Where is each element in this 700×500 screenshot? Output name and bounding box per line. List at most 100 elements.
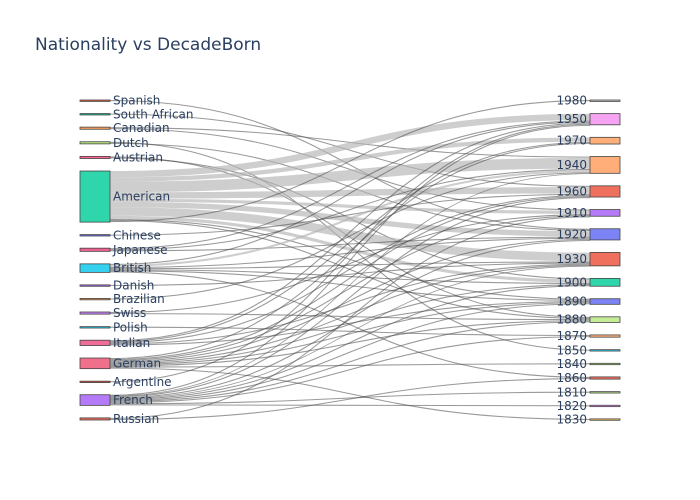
node-1930[interactable] (589, 252, 621, 267)
link-german-1840 (109, 363, 591, 368)
node-swiss[interactable] (79, 311, 111, 315)
node-1970[interactable] (589, 136, 621, 145)
link-british-1950 (109, 121, 591, 265)
node-label-swiss: Swiss (113, 306, 146, 320)
node-1940[interactable] (589, 156, 621, 174)
node-japanese[interactable] (79, 247, 111, 252)
link-italian-1930 (109, 263, 591, 345)
node-label-1930: 1930 (556, 252, 587, 266)
link-japanese-1920 (109, 236, 591, 252)
node-1810[interactable] (589, 391, 621, 394)
node-french[interactable] (79, 394, 111, 406)
node-label-1890: 1890 (556, 295, 587, 309)
node-label-danish: Danish (113, 279, 154, 293)
link-british-1900 (109, 269, 591, 284)
link-polish-1870 (109, 326, 591, 337)
link-german-1910 (109, 215, 591, 362)
link-argentine-1950 (109, 123, 591, 383)
link-british-1940 (109, 170, 591, 268)
node-1950[interactable] (589, 113, 621, 126)
link-french-1890 (109, 303, 591, 402)
node-1980[interactable] (589, 99, 621, 102)
link-american-1950 (109, 113, 591, 178)
node-1880[interactable] (589, 316, 621, 323)
link-italian-1890 (109, 300, 591, 346)
node-danish[interactable] (79, 284, 111, 287)
node-label-american: American (113, 190, 170, 204)
node-label-1980: 1980 (556, 94, 587, 108)
node-brazilian[interactable] (79, 298, 111, 301)
link-italian-1950 (109, 122, 591, 342)
link-german-1830 (109, 367, 591, 420)
node-label-1940: 1940 (556, 158, 587, 172)
node-label-1810: 1810 (556, 385, 587, 399)
node-label-1830: 1830 (556, 413, 587, 427)
node-1900[interactable] (589, 277, 621, 287)
node-label-1870: 1870 (556, 329, 587, 343)
node-label-1960: 1960 (556, 184, 587, 198)
node-label-1840: 1840 (556, 357, 587, 371)
node-1890[interactable] (589, 298, 621, 305)
node-austrian[interactable] (79, 155, 111, 159)
node-british[interactable] (79, 263, 111, 273)
node-label-1920: 1920 (556, 227, 587, 241)
node-1870[interactable] (589, 334, 621, 338)
node-label-1850: 1850 (556, 343, 587, 357)
link-german-1880 (109, 320, 591, 367)
node-label-1910: 1910 (556, 206, 587, 220)
node-argentine[interactable] (79, 380, 111, 383)
link-american-1900 (109, 215, 591, 283)
node-1860[interactable] (589, 376, 621, 380)
node-1840[interactable] (589, 362, 621, 366)
link-russian-1910 (109, 216, 591, 419)
node-south-african[interactable] (79, 113, 111, 116)
node-label-1860: 1860 (556, 371, 587, 385)
node-dutch[interactable] (79, 141, 111, 145)
link-french-1940 (109, 173, 591, 397)
sankey-links (109, 99, 591, 421)
link-american-1970 (109, 137, 591, 182)
link-american-1910 (109, 198, 591, 214)
node-label-1970: 1970 (556, 134, 587, 148)
link-chinese-1960 (109, 193, 591, 236)
node-label-south-african: South African (113, 107, 194, 121)
link-american-1890 (109, 218, 591, 300)
node-1960[interactable] (589, 185, 621, 198)
link-german-1930 (109, 264, 591, 364)
node-german[interactable] (79, 357, 111, 370)
link-german-1900 (109, 284, 591, 365)
link-south-african-1960 (109, 113, 591, 187)
node-russian[interactable] (79, 417, 111, 421)
node-label-1880: 1880 (556, 313, 587, 327)
node-chinese[interactable] (79, 234, 111, 237)
node-spanish[interactable] (79, 99, 111, 102)
node-label-chinese: Chinese (113, 228, 161, 242)
node-canadian[interactable] (79, 126, 111, 130)
link-danish-1930 (109, 262, 591, 286)
node-american[interactable] (79, 170, 111, 223)
node-1820[interactable] (589, 404, 621, 408)
node-label-austrian: Austrian (113, 150, 163, 164)
link-dutch-1920 (109, 142, 591, 231)
node-label-brazilian: Brazilian (113, 292, 165, 306)
node-label-argentine: Argentine (113, 375, 172, 389)
node-1920[interactable] (589, 228, 621, 241)
link-french-1920 (109, 239, 591, 399)
link-german-1920 (109, 238, 591, 363)
chart-title: Nationality vs DecadeBorn (35, 35, 261, 55)
link-french-1950 (109, 124, 591, 396)
link-brazilian-1940 (109, 172, 591, 300)
link-swiss-1880 (109, 313, 591, 321)
node-label-dutch: Dutch (113, 136, 149, 150)
node-italian[interactable] (79, 339, 111, 346)
node-1850[interactable] (589, 349, 621, 352)
node-label-spanish: Spanish (113, 94, 160, 108)
node-polish[interactable] (79, 326, 111, 329)
node-1830[interactable] (589, 418, 621, 421)
node-label-polish: Polish (113, 320, 148, 334)
node-label-japanese: Japanese (112, 243, 168, 257)
link-british-1930 (109, 261, 591, 270)
node-label-russian: Russian (113, 412, 159, 426)
node-1910[interactable] (589, 209, 621, 217)
